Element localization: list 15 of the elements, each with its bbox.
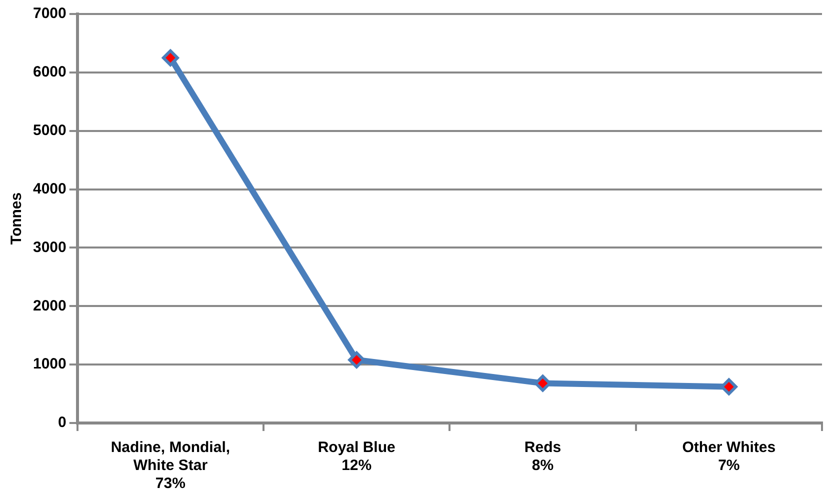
y-tick-label: 7000 [32,5,66,22]
y-tick-label: 6000 [32,64,66,81]
y-tick-label: 3000 [32,238,66,256]
x-tick-label: Royal Blue 12% [318,439,396,474]
y-tick-label: 5000 [32,122,66,139]
y-tick-label: 1000 [32,356,66,373]
y-tick-label: 2000 [32,297,66,314]
x-tick-label: Other Whites 7% [682,439,776,474]
y-axis-title: Tonnes [8,192,26,245]
x-tick-label: Reds 8% [524,439,562,474]
point [162,49,179,66]
y-tick-label: 0 [58,414,66,432]
y-tick-label: 4000 [32,180,66,198]
x-tick-label: Nadine, Mondial, White Star 73% [110,439,230,492]
point [348,351,366,368]
